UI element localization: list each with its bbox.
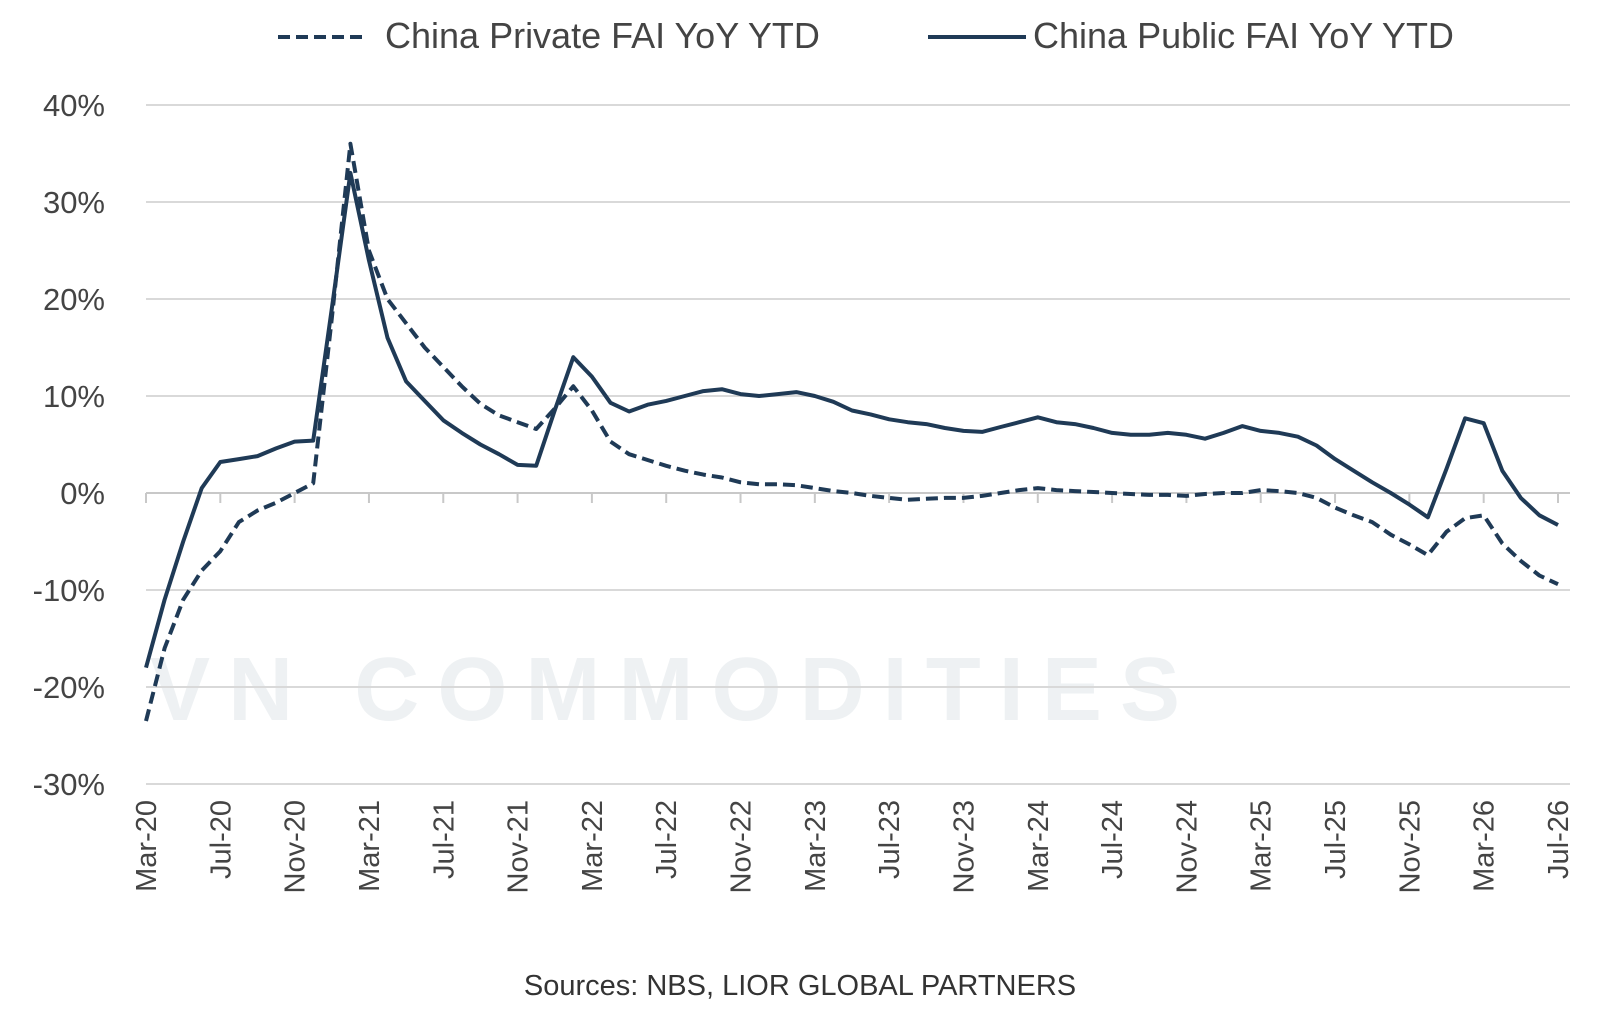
y-tick-label: -30% bbox=[33, 767, 105, 802]
x-tick-label: Mar-24 bbox=[1023, 800, 1055, 892]
legend-label: China Public FAI YoY YTD bbox=[1033, 15, 1454, 56]
x-tick-label: Mar-22 bbox=[577, 800, 609, 892]
x-tick-label: Nov-20 bbox=[280, 800, 312, 894]
x-tick-label: Mar-20 bbox=[131, 800, 163, 892]
series-line bbox=[144, 170, 1559, 669]
x-tick-label: Jul-22 bbox=[651, 800, 683, 879]
source-note: Sources: NBS, LIOR GLOBAL PARTNERS bbox=[524, 970, 1076, 1002]
x-tick-label: Jul-21 bbox=[428, 800, 460, 879]
x-tick-label: Nov-25 bbox=[1394, 800, 1426, 894]
watermark: VN COMMODITIES bbox=[150, 640, 1180, 740]
x-tick-label: Jul-20 bbox=[205, 800, 237, 879]
x-tick-label: Jul-24 bbox=[1097, 800, 1129, 879]
series-line bbox=[144, 141, 1559, 722]
x-tick-label: Nov-22 bbox=[726, 800, 758, 894]
x-tick-label: Jul-23 bbox=[874, 800, 906, 879]
y-tick-label: -10% bbox=[33, 573, 105, 608]
legend-label: China Private FAI YoY YTD bbox=[385, 15, 820, 56]
x-tick-label: Jul-26 bbox=[1543, 800, 1575, 879]
x-tick-label: Jul-25 bbox=[1320, 800, 1352, 879]
y-tick-label: 20% bbox=[43, 282, 105, 317]
x-tick-label: Nov-23 bbox=[948, 800, 980, 894]
y-tick-label: 40% bbox=[43, 88, 105, 123]
y-tick-label: 10% bbox=[43, 379, 105, 414]
x-tick-label: Mar-23 bbox=[800, 800, 832, 892]
x-tick-label: Nov-24 bbox=[1171, 800, 1203, 894]
x-tick-label: Mar-25 bbox=[1246, 800, 1278, 892]
x-tick-label: Mar-26 bbox=[1469, 800, 1501, 892]
y-tick-label: -20% bbox=[33, 670, 105, 705]
x-tick-label: Nov-21 bbox=[503, 800, 535, 894]
x-tick-label: Mar-21 bbox=[354, 800, 386, 892]
y-tick-label: 30% bbox=[43, 185, 105, 220]
y-tick-label: 0% bbox=[60, 476, 105, 511]
